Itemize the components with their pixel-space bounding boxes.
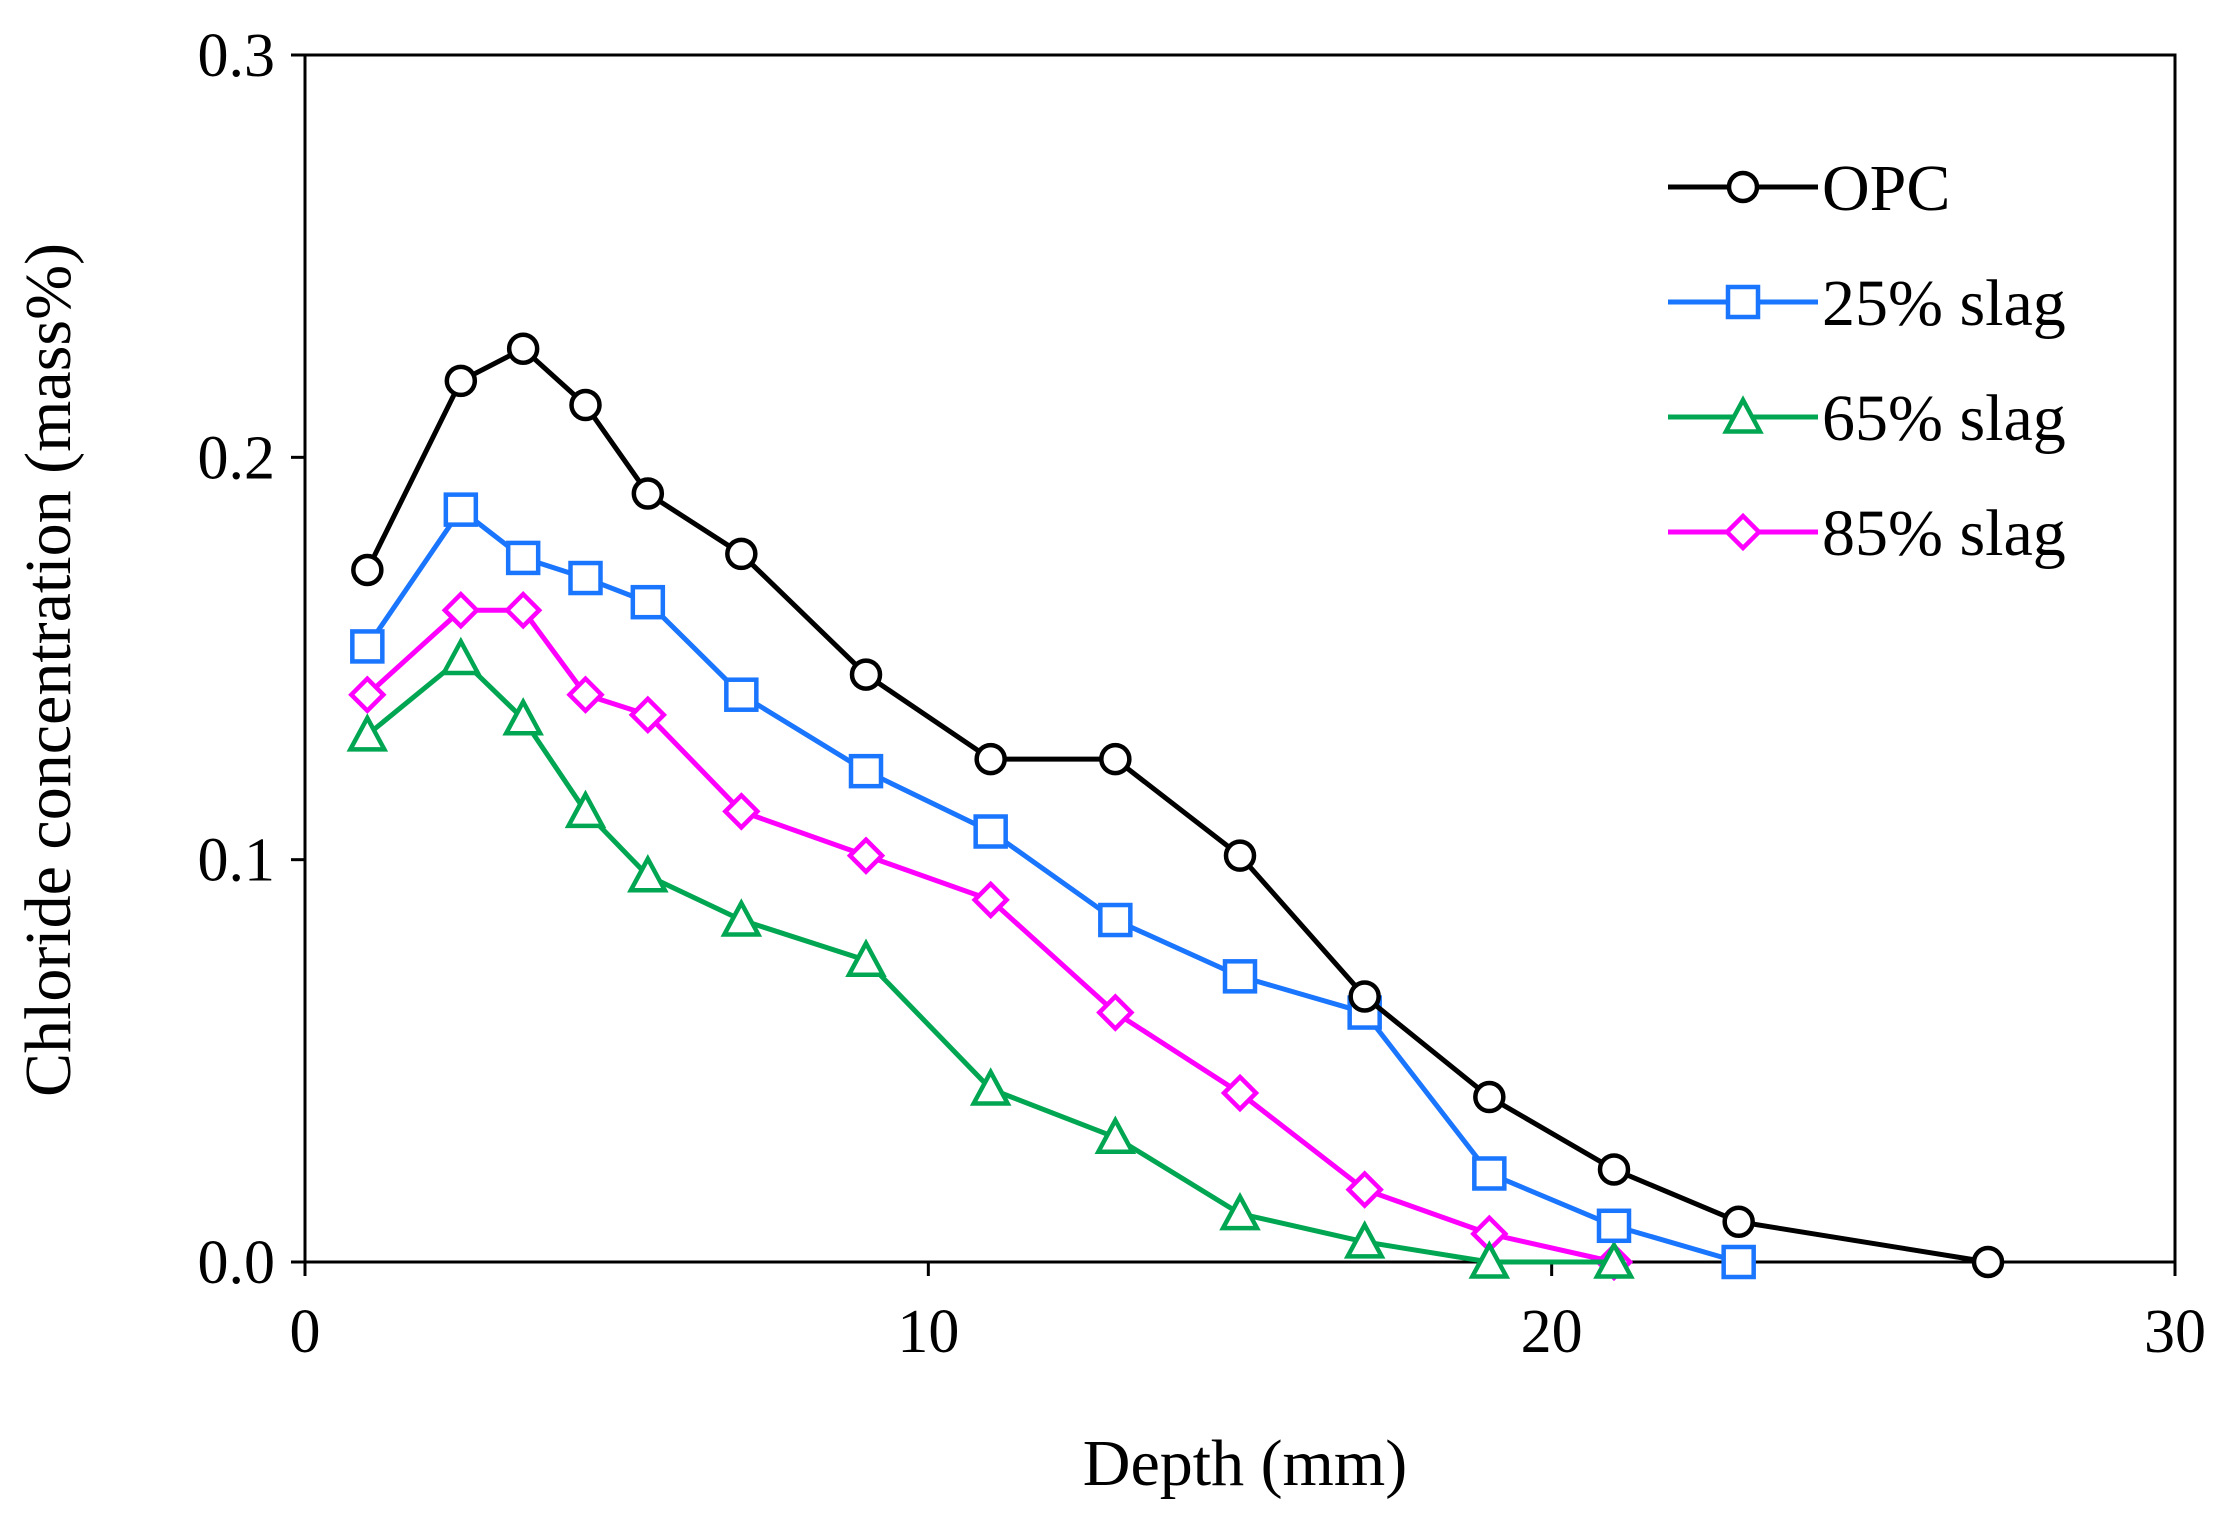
- data-point: [720, 898, 763, 937]
- data-point: [1345, 1170, 1384, 1209]
- legend-item: 65% slag: [1668, 382, 2066, 455]
- legend-item: 85% slag: [1668, 497, 2066, 570]
- legend-marker: [1723, 512, 1763, 552]
- legend-marker: [1725, 284, 1761, 320]
- legend-label: 85% slag: [1822, 497, 2066, 570]
- legend-label: OPC: [1822, 152, 1950, 225]
- series-85-slag: [348, 591, 1634, 1282]
- data-point: [564, 789, 607, 829]
- y-axis-ticks: 0.0 0.1 0.2 0.3: [198, 22, 305, 1297]
- y-tick-label: 0.1: [198, 827, 276, 895]
- data-point: [566, 675, 605, 714]
- series-65-slag: [346, 636, 1635, 1279]
- data-point: [974, 742, 1007, 776]
- x-axis-label: Depth (mm): [1083, 1427, 1407, 1500]
- series-layer: [346, 332, 2005, 1282]
- legend-label: 65% slag: [1822, 382, 2066, 455]
- data-point: [1593, 1240, 1635, 1279]
- data-point: [630, 584, 666, 620]
- data-point: [1223, 839, 1257, 872]
- data-point: [351, 553, 384, 587]
- data-point: [845, 938, 887, 977]
- plot-frame: [303, 53, 2177, 1264]
- series-opc: [351, 332, 2005, 1279]
- data-point: [971, 880, 1010, 920]
- data-point: [1971, 1245, 2005, 1279]
- data-point: [1596, 1208, 1632, 1244]
- data-point: [846, 836, 886, 875]
- data-point: [1220, 1073, 1260, 1113]
- series-line: [365, 607, 1615, 1265]
- y-tick-label: 0.2: [198, 424, 276, 492]
- legend-marker: [1722, 395, 1764, 434]
- data-point: [969, 1067, 1012, 1106]
- data-point: [973, 814, 1008, 849]
- data-point: [848, 753, 884, 789]
- legend-marker: [1726, 170, 1760, 204]
- data-point: [350, 629, 385, 664]
- data-point: [1722, 1205, 1755, 1239]
- legend: OPC 25% slag 65% slag 85% slag: [1668, 152, 2066, 570]
- data-point: [631, 477, 665, 510]
- data-point: [348, 675, 387, 714]
- data-point: [440, 636, 482, 676]
- legend-item: 25% slag: [1668, 267, 2066, 340]
- data-point: [1222, 959, 1258, 994]
- data-point: [444, 364, 478, 398]
- data-point: [441, 591, 481, 630]
- y-tick-label: 0.0: [198, 1229, 276, 1297]
- data-point: [628, 695, 668, 735]
- data-point: [506, 332, 540, 365]
- y-axis-label: Chloride concentration (mass%): [12, 243, 85, 1097]
- data-point: [1348, 980, 1381, 1013]
- data-point: [1343, 1220, 1386, 1259]
- data-point: [503, 591, 543, 630]
- data-point: [725, 537, 758, 571]
- data-point: [1472, 1156, 1507, 1191]
- y-tick-label: 0.3: [198, 22, 276, 90]
- data-point: [1473, 1080, 1506, 1114]
- series-line: [365, 507, 1740, 1265]
- x-tick-label: 30: [2144, 1298, 2206, 1366]
- x-tick-label: 20: [1521, 1298, 1583, 1366]
- data-point: [1219, 1191, 1261, 1231]
- data-point: [502, 697, 544, 736]
- x-axis-ticks: 0 10 20 30: [290, 1262, 2206, 1366]
- data-point: [443, 492, 479, 527]
- data-point: [849, 658, 883, 691]
- data-point: [1096, 993, 1135, 1032]
- data-point: [1597, 1153, 1631, 1186]
- data-point: [1468, 1240, 1511, 1279]
- data-point: [1098, 902, 1133, 938]
- x-tick-label: 0: [290, 1298, 321, 1366]
- series-line: [365, 346, 1989, 1265]
- data-point: [627, 854, 669, 893]
- data-point: [1094, 1115, 1137, 1154]
- data-point: [1099, 742, 1132, 776]
- data-point: [724, 677, 759, 712]
- data-point: [569, 388, 602, 422]
- plot-area-border: [303, 53, 2177, 1264]
- legend-item: OPC: [1668, 152, 1950, 225]
- data-point: [722, 792, 761, 831]
- x-tick-label: 10: [897, 1298, 959, 1366]
- data-point: [505, 540, 541, 576]
- data-point: [568, 560, 603, 596]
- legend-label: 25% slag: [1822, 267, 2066, 340]
- data-point: [346, 713, 389, 752]
- data-point: [1721, 1244, 1756, 1280]
- series-25-slag: [350, 492, 1756, 1280]
